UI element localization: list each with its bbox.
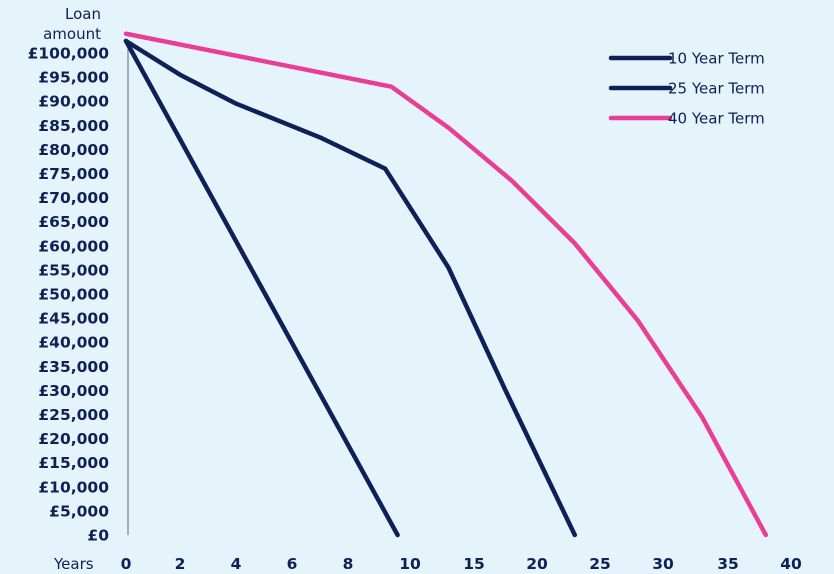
- legend: 10 Year Term 25 Year Term 40 Year Term: [608, 50, 765, 128]
- y-tick-label: £60,000: [38, 237, 109, 255]
- y-tick-label: £95,000: [38, 69, 109, 87]
- x-tick-label: 40: [780, 555, 802, 573]
- y-axis-title-line-1: Loan: [65, 5, 101, 23]
- series-line-10-year-term: [123, 38, 400, 538]
- y-tick-label: £10,000: [38, 478, 109, 496]
- x-tick-label: 30: [652, 555, 674, 573]
- y-tick-label: £25,000: [38, 406, 109, 424]
- x-tick-label: 4: [231, 555, 242, 573]
- y-tick-label: £40,000: [38, 334, 109, 352]
- y-tick-label: £20,000: [38, 430, 109, 448]
- series-line-40-year-term: [123, 31, 769, 538]
- series-line-25-year-term: [123, 38, 578, 538]
- x-axis-title: Years: [53, 555, 94, 573]
- y-tick-label: £0: [87, 527, 109, 545]
- y-tick-label: £35,000: [38, 358, 109, 376]
- x-tick-label: 10: [399, 555, 421, 573]
- x-tick-label: 35: [717, 555, 739, 573]
- y-tick-label: £15,000: [38, 454, 109, 472]
- legend-item: 40 Year Term: [608, 110, 765, 128]
- legend-label: 25 Year Term: [668, 80, 765, 98]
- y-tick-label: £75,000: [38, 165, 109, 183]
- y-tick-label: £5,000: [49, 502, 109, 520]
- y-axis-title-line-2: amount: [43, 25, 101, 43]
- x-tick-label: 2: [175, 555, 186, 573]
- y-tick-label: £100,000: [28, 45, 110, 63]
- legend-item: 25 Year Term: [608, 80, 765, 98]
- y-tick-label: £80,000: [38, 141, 109, 159]
- legend-label: 40 Year Term: [668, 110, 765, 128]
- y-tick-label: £70,000: [38, 189, 109, 207]
- x-axis: 0 2 4 6 8 10 15 20 25 30 35 40: [121, 555, 802, 573]
- y-tick-label: £30,000: [38, 382, 109, 400]
- y-tick-label: £45,000: [38, 310, 109, 328]
- y-tick-label: £85,000: [38, 117, 109, 135]
- legend-label: 10 Year Term: [668, 50, 765, 68]
- y-axis: £0 £5,000 £10,000 £15,000 £20,000 £25,000 £30,…: [28, 45, 110, 545]
- x-tick-label: 0: [121, 555, 132, 573]
- y-tick-label: £55,000: [38, 261, 109, 279]
- x-tick-label: 25: [589, 555, 611, 573]
- y-tick-label: £90,000: [38, 93, 109, 111]
- x-tick-label: 20: [526, 555, 548, 573]
- series-layer: [123, 31, 769, 538]
- legend-item: 10 Year Term: [608, 50, 765, 68]
- x-tick-label: 6: [287, 555, 298, 573]
- y-tick-label: £50,000: [38, 286, 109, 304]
- x-tick-label: 8: [343, 555, 354, 573]
- x-tick-label: 15: [463, 555, 485, 573]
- y-tick-label: £65,000: [38, 213, 109, 231]
